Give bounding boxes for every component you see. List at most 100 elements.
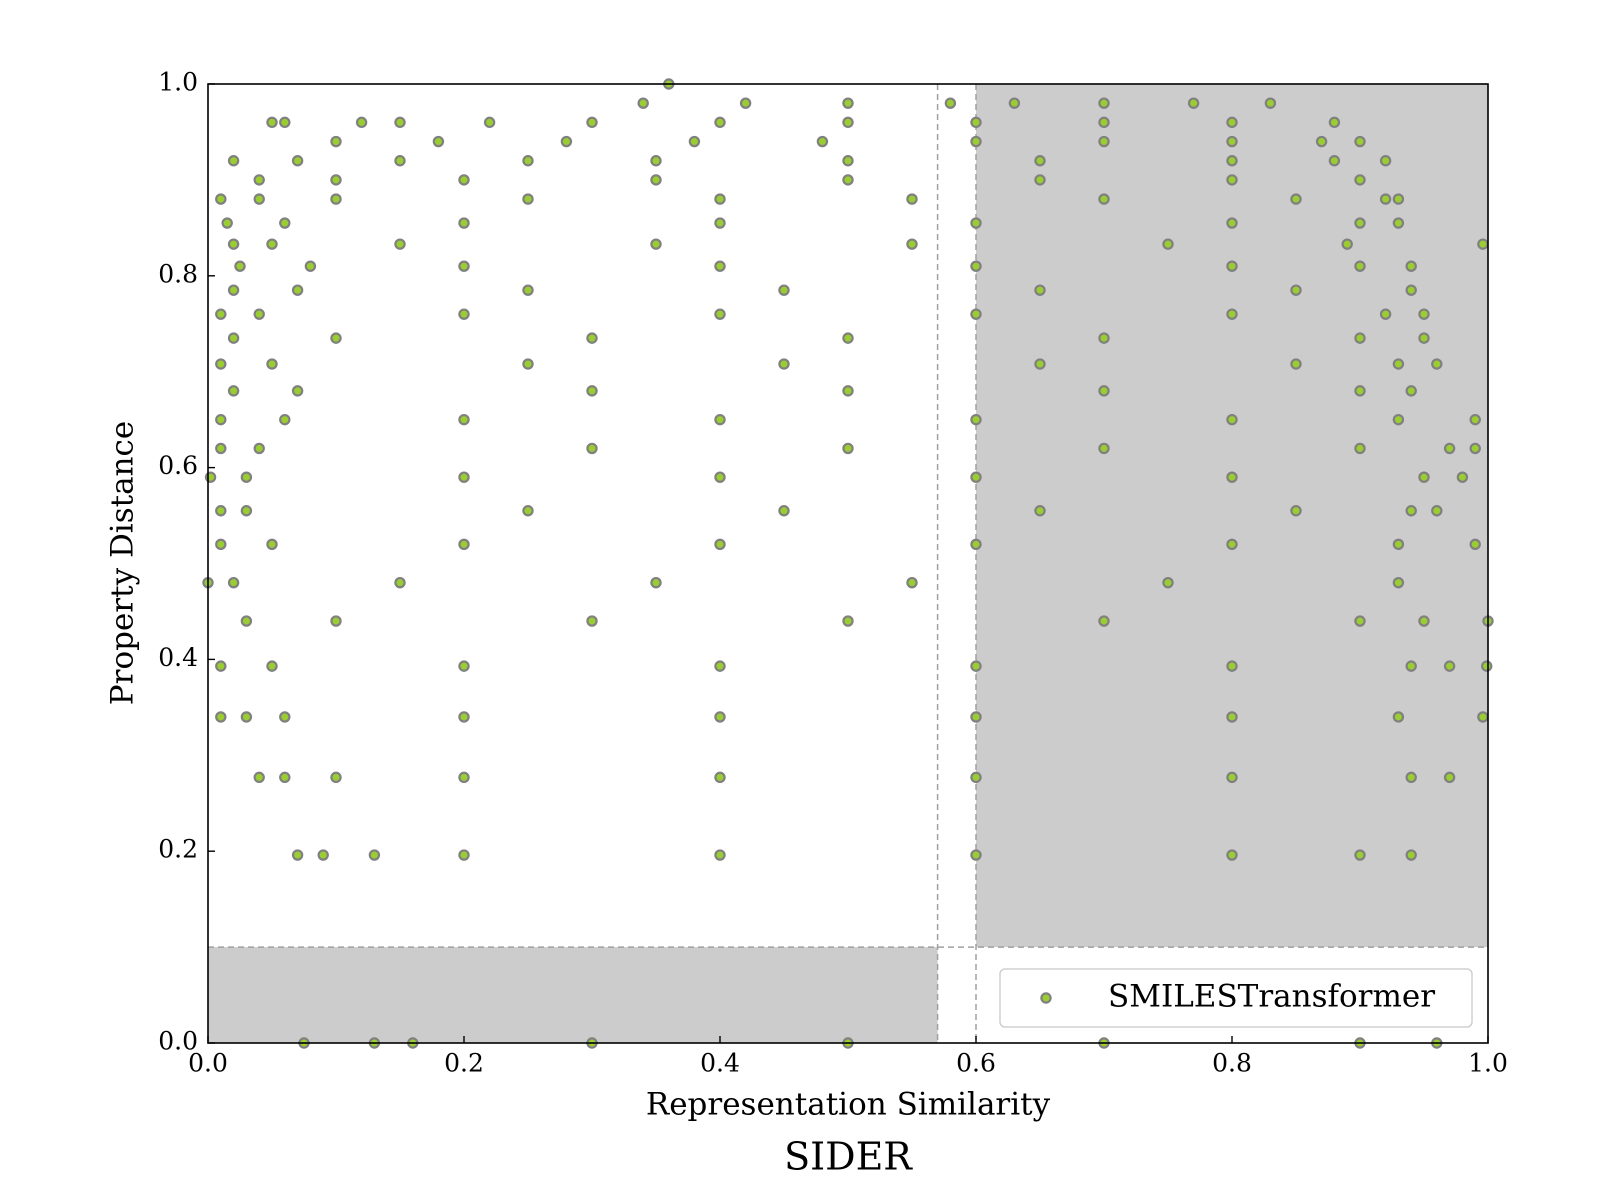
shaded-region [208, 947, 938, 1043]
data-point [1098, 116, 1110, 129]
data-point [330, 771, 342, 784]
data-point [1226, 413, 1238, 426]
data-point [1226, 260, 1238, 272]
data-point [842, 615, 854, 627]
x-tick-label: 1.0 [1468, 1049, 1508, 1078]
data-point [1354, 332, 1366, 344]
x-tick-label: 0.4 [700, 1049, 740, 1078]
data-point [279, 771, 291, 784]
data-point [458, 471, 470, 483]
data-point [1290, 358, 1302, 370]
data-point [1443, 771, 1456, 784]
data-point [458, 260, 470, 272]
data-point [1392, 711, 1405, 723]
data-point [1431, 358, 1443, 370]
x-axis-label: Representation Similarity [646, 1087, 1051, 1123]
data-point [1418, 615, 1430, 627]
data-point [317, 849, 329, 861]
data-point [1443, 442, 1456, 455]
data-point [1226, 308, 1238, 320]
data-point [1226, 135, 1238, 148]
data-point [944, 97, 957, 109]
data-point [906, 576, 918, 589]
data-point [1392, 358, 1405, 370]
data-point [1226, 538, 1238, 551]
data-point [1315, 135, 1328, 148]
data-point [714, 116, 726, 129]
data-point [1354, 615, 1366, 627]
data-point [355, 116, 368, 129]
data-point [739, 97, 752, 109]
data-point [714, 660, 726, 672]
data-point [394, 576, 406, 589]
data-point [330, 193, 342, 205]
legend-marker [1040, 992, 1052, 1004]
data-point [842, 155, 854, 167]
data-point [1477, 711, 1489, 723]
data-point [240, 711, 253, 723]
data-point [778, 358, 790, 370]
data-point [1226, 771, 1238, 784]
data-point [279, 711, 291, 723]
data-point [291, 155, 304, 167]
legend-box [999, 968, 1473, 1028]
data-point [1226, 155, 1238, 167]
data-point [560, 135, 573, 148]
data-point [227, 332, 240, 344]
data-point [330, 174, 342, 186]
plot-frame [207, 83, 1489, 1044]
data-point [394, 116, 406, 129]
data-point [458, 711, 470, 723]
data-point [586, 385, 598, 397]
data-point [253, 771, 265, 784]
data-point [586, 442, 598, 455]
data-point [330, 332, 342, 344]
data-point [1379, 193, 1392, 205]
x-tick-label: 0.0 [188, 1049, 228, 1078]
data-point [970, 413, 982, 426]
data-point [215, 505, 227, 517]
data-point [1226, 174, 1238, 186]
data-point [279, 116, 291, 129]
data-point [215, 193, 227, 205]
y-axis-label: Property Distance [105, 421, 141, 705]
data-point [650, 174, 662, 186]
data-point [1264, 97, 1277, 109]
data-point [714, 308, 726, 320]
data-point [240, 505, 253, 517]
data-point [1290, 193, 1302, 205]
y-tick-label: 1.0 [158, 68, 198, 97]
data-point [1341, 238, 1353, 250]
data-point [1034, 505, 1046, 517]
data-point [970, 771, 982, 784]
data-point [1379, 155, 1392, 167]
data-point [714, 849, 726, 861]
data-point [1469, 538, 1481, 551]
data-point [1431, 505, 1443, 517]
x-tick-label: 0.8 [1212, 1049, 1252, 1078]
data-point [1187, 97, 1200, 109]
data-point [1098, 135, 1110, 148]
data-point [304, 260, 317, 272]
data-point [483, 116, 496, 129]
data-point [970, 135, 982, 148]
data-point [266, 238, 278, 250]
data-point [1328, 116, 1341, 129]
data-point [778, 284, 790, 296]
data-point [1379, 308, 1392, 320]
data-point [1098, 385, 1110, 397]
data-point [227, 576, 240, 589]
data-point [1456, 471, 1469, 483]
data-point [1328, 155, 1341, 167]
data-point [1226, 471, 1238, 483]
data-point [279, 413, 291, 426]
data-point [1034, 358, 1046, 370]
data-point [1392, 217, 1405, 229]
data-point [227, 385, 240, 397]
data-point [1226, 217, 1238, 229]
data-point [522, 505, 534, 517]
data-point [1354, 442, 1366, 455]
data-point [970, 660, 982, 672]
data-point [240, 471, 253, 483]
